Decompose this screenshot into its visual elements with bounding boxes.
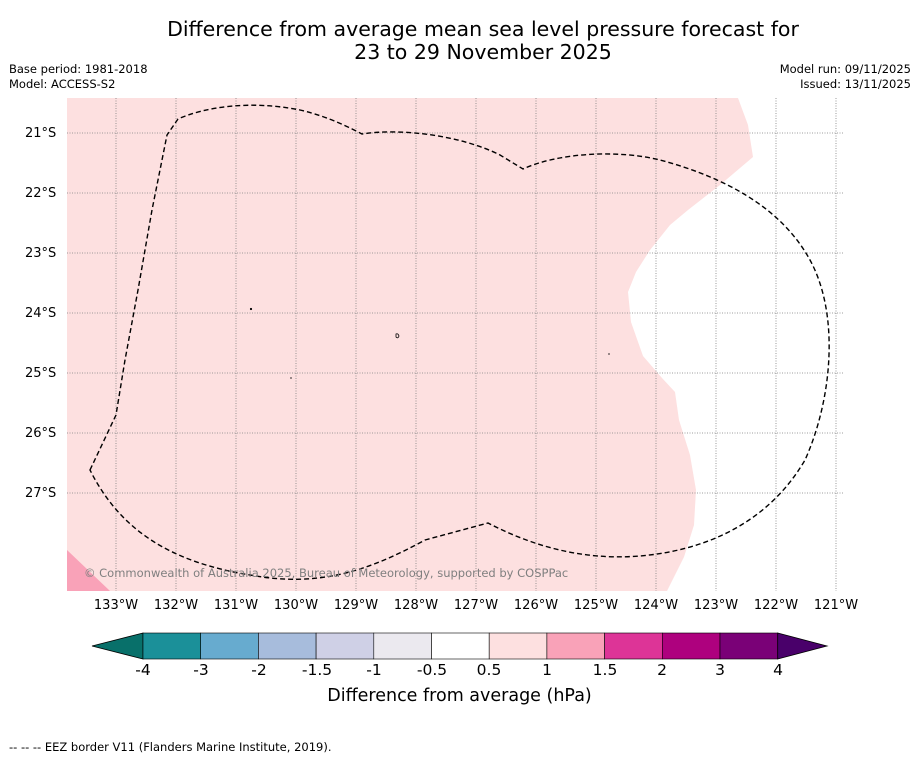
- copyright-notice: © Commonwealth of Australia 2025, Bureau…: [84, 566, 569, 580]
- islands: [249, 307, 610, 379]
- issued-date: Issued: 13/11/2025: [800, 77, 911, 91]
- colorbar-tick: 1.5: [592, 661, 618, 679]
- model-name: Model: ACCESS-S2: [9, 77, 116, 91]
- anomaly-region-1-to-1-5: [67, 550, 110, 591]
- colorbar-tick: -2: [251, 661, 267, 679]
- lon-label-132w: 132°W: [153, 598, 199, 613]
- lon-label-126w: 126°W: [513, 598, 559, 613]
- chart-title: Difference from average mean sea level p…: [0, 18, 919, 64]
- colorbar-segment: [546, 632, 605, 660]
- colorbar-label: Difference from average (hPa): [327, 686, 592, 706]
- eez-legend-note: -- -- -- EEZ border V11 (Flanders Marine…: [9, 740, 332, 754]
- lon-label-127w: 127°W: [453, 598, 499, 613]
- lon-label-123w: 123°W: [693, 598, 739, 613]
- colorbar-segment: [315, 632, 375, 660]
- colorbar-segment: [431, 632, 490, 660]
- colorbar-tick: -1.5: [301, 661, 333, 679]
- anomaly-region-0-5-to-1: [67, 98, 753, 591]
- lon-label-125w: 125°W: [573, 598, 619, 613]
- lon-label-124w: 124°W: [633, 598, 679, 613]
- lon-label-122w: 122°W: [753, 598, 799, 613]
- meta-right: Model run: 09/11/2025 Issued: 13/11/2025: [780, 62, 911, 92]
- map-area: [67, 98, 843, 591]
- lat-label-25s: 25°S: [25, 366, 57, 381]
- colorbar-tick: 2: [657, 661, 667, 679]
- colorbar: [91, 632, 829, 660]
- colorbar-arrow-low: [91, 632, 144, 660]
- colorbar-segment: [719, 632, 779, 660]
- colorbar-segment: [488, 632, 548, 660]
- colorbar-segment: [200, 632, 259, 660]
- lat-label-23s: 23°S: [25, 246, 57, 261]
- title-line-2: 23 to 29 November 2025: [354, 40, 612, 64]
- colorbar-tick: 3: [715, 661, 725, 679]
- lat-label-24s: 24°S: [25, 306, 57, 321]
- colorbar-segment: [373, 632, 432, 660]
- model-run: Model run: 09/11/2025: [779, 62, 911, 76]
- lon-label-128w: 128°W: [393, 598, 439, 613]
- colorbar-segment: [661, 632, 721, 660]
- lon-label-131w: 131°W: [213, 598, 259, 613]
- meta-left: Base period: 1981-2018 Model: ACCESS-S2: [9, 62, 148, 92]
- lat-label-22s: 22°S: [25, 186, 57, 201]
- latitude-gridlines: [67, 132, 843, 494]
- colorbar-tick: -4: [135, 661, 151, 679]
- colorbar-tick: 1: [542, 661, 552, 679]
- colorbar-arrow-high: [777, 632, 829, 660]
- lon-label-133w: 133°W: [93, 598, 139, 613]
- colorbar-tick: -1: [366, 661, 382, 679]
- colorbar-tick: -3: [193, 661, 209, 679]
- eez-border: [89, 104, 830, 580]
- lon-label-121w: 121°W: [813, 598, 859, 613]
- lon-label-129w: 129°W: [333, 598, 379, 613]
- colorbar-segment: [604, 632, 663, 660]
- colorbar-segment: [258, 632, 317, 660]
- base-period: Base period: 1981-2018: [9, 62, 148, 76]
- colorbar-segment: [142, 632, 202, 660]
- lat-label-26s: 26°S: [25, 426, 57, 441]
- lat-label-27s: 27°S: [25, 486, 57, 501]
- colorbar-tick: -0.5: [416, 661, 448, 679]
- lon-label-130w: 130°W: [273, 598, 319, 613]
- longitude-gridlines: [115, 98, 837, 591]
- colorbar-tick: 0.5: [476, 661, 502, 679]
- lat-label-21s: 21°S: [25, 126, 57, 141]
- colorbar-tick: 4: [773, 661, 783, 679]
- title-line-1: Difference from average mean sea level p…: [167, 17, 799, 41]
